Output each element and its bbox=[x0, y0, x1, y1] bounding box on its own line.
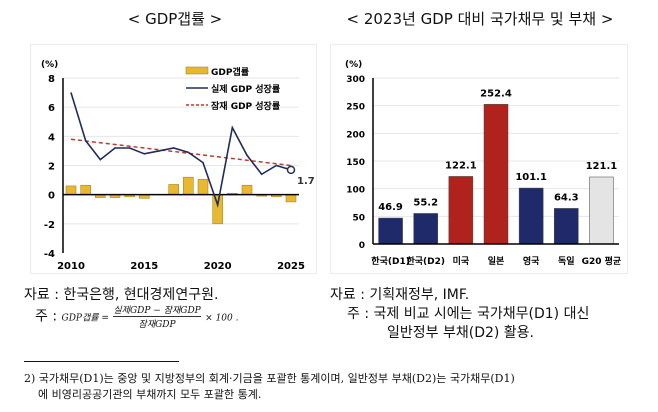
data-label: 121.1 bbox=[586, 161, 618, 172]
left-note: 주 : GDP갭률 = 실제GDP − 잠재GDP 잠재GDP × 100 . bbox=[35, 303, 238, 330]
y-tick-label: 4 bbox=[48, 132, 55, 143]
x-category-label: 독일 bbox=[558, 255, 575, 267]
actual-growth-line bbox=[70, 92, 292, 208]
formula-numerator: 실제GDP − 잠재GDP bbox=[113, 303, 201, 317]
right-note-2: 일반정부 부채(D2) 활용. bbox=[387, 325, 535, 341]
gap-bar bbox=[285, 194, 297, 203]
x-category-label: G20 평균 bbox=[582, 255, 622, 267]
y-tick-label: -4 bbox=[44, 249, 55, 260]
left-chart-title: < GDP갭률 > bbox=[127, 10, 223, 28]
x-tick-label: 2020 bbox=[204, 261, 232, 272]
data-label: 46.9 bbox=[378, 202, 403, 213]
formula-rhs: × 100 . bbox=[205, 313, 239, 324]
gap-bar bbox=[241, 184, 253, 195]
y-tick-label: 2 bbox=[48, 162, 55, 173]
gap-bar bbox=[80, 184, 91, 195]
legend-swatch-gap bbox=[185, 66, 209, 75]
footnote-line-2: 에 비영리공공기관의 부채까지 모두 포괄한 통계. bbox=[38, 388, 262, 401]
y-tick-label: -2 bbox=[44, 220, 55, 231]
debt-bar bbox=[378, 217, 403, 245]
x-category-label: 영국 bbox=[523, 255, 540, 267]
gap-bar bbox=[183, 176, 194, 195]
left-source: 자료 : 한국은행, 현대경제연구원. bbox=[24, 287, 219, 303]
legend-label: 잠재 GDP 성장률 bbox=[211, 100, 280, 112]
gap-bar bbox=[168, 184, 179, 195]
x-category-label: 일본 bbox=[488, 255, 505, 267]
right-note-1: 주 : 국제 비교 시에는 국가채무(D1) 대신 bbox=[347, 306, 590, 322]
debt-chart: (%) 0 50 100 150 200 250 300 46.9 한국(D1) 55.2 한국(D2… bbox=[330, 44, 628, 274]
debt-bar bbox=[448, 176, 474, 245]
y-tick-label: 6 bbox=[48, 103, 55, 114]
debt-bar bbox=[589, 176, 614, 245]
y-tick-label: 0 bbox=[48, 191, 55, 202]
legend-label: GDP갭률 bbox=[211, 66, 249, 78]
x-category-label: 한국(D1) bbox=[371, 255, 410, 267]
x-tick-label: 2015 bbox=[130, 261, 158, 272]
y-tick-label: 100 bbox=[346, 186, 365, 196]
actual-growth-point bbox=[286, 165, 296, 175]
gap-bar bbox=[197, 179, 209, 195]
y-tick-label: 50 bbox=[352, 213, 365, 223]
data-label: 252.4 bbox=[480, 88, 512, 99]
x-category-label: 미국 bbox=[453, 255, 470, 267]
formula-fraction: 실제GDP − 잠재GDP 잠재GDP bbox=[113, 303, 201, 330]
x-tick-label: 2010 bbox=[57, 261, 85, 272]
y-tick-label: 250 bbox=[346, 103, 365, 113]
debt-bar bbox=[518, 187, 544, 245]
debt-bar bbox=[483, 104, 509, 245]
footnote-divider bbox=[24, 361, 179, 362]
gap-bar bbox=[65, 185, 77, 195]
legend-label: 실제 GDP 성장률 bbox=[211, 83, 280, 95]
annotation-label: 1.7 bbox=[297, 176, 315, 187]
debt-bar bbox=[554, 208, 579, 245]
gap-bar bbox=[212, 194, 223, 225]
data-label: 64.3 bbox=[554, 192, 579, 203]
y-tick-label: 300 bbox=[346, 75, 365, 85]
y-tick-label: 0 bbox=[359, 241, 365, 251]
y-unit-label: (%) bbox=[41, 60, 58, 70]
right-source: 자료 : 기획재정부, IMF. bbox=[330, 287, 470, 303]
data-label: 101.1 bbox=[515, 172, 547, 183]
formula-denominator: 잠재GDP bbox=[138, 320, 176, 330]
note-label: 주 : bbox=[35, 308, 58, 325]
y-unit-label: (%) bbox=[345, 60, 362, 70]
y-tick-label: 200 bbox=[346, 130, 365, 140]
data-label: 122.1 bbox=[445, 160, 477, 171]
debt-bar bbox=[413, 213, 438, 245]
potential-growth-line bbox=[70, 138, 292, 167]
right-chart-title: < 2023년 GDP 대비 국가채무 및 부채 > bbox=[346, 10, 614, 28]
x-category-label: 한국(D2) bbox=[406, 255, 445, 267]
footnote-line-1: 2) 국가채무(D1)는 중앙 및 지방정부의 회계·기금을 포괄한 통계이며,… bbox=[24, 372, 515, 385]
formula-lhs: GDP갭률 = bbox=[61, 313, 109, 324]
x-tick-label: 2025 bbox=[277, 261, 305, 272]
y-tick-label: 150 bbox=[346, 158, 365, 168]
data-label: 55.2 bbox=[413, 197, 438, 208]
y-tick-label: 8 bbox=[48, 74, 55, 85]
